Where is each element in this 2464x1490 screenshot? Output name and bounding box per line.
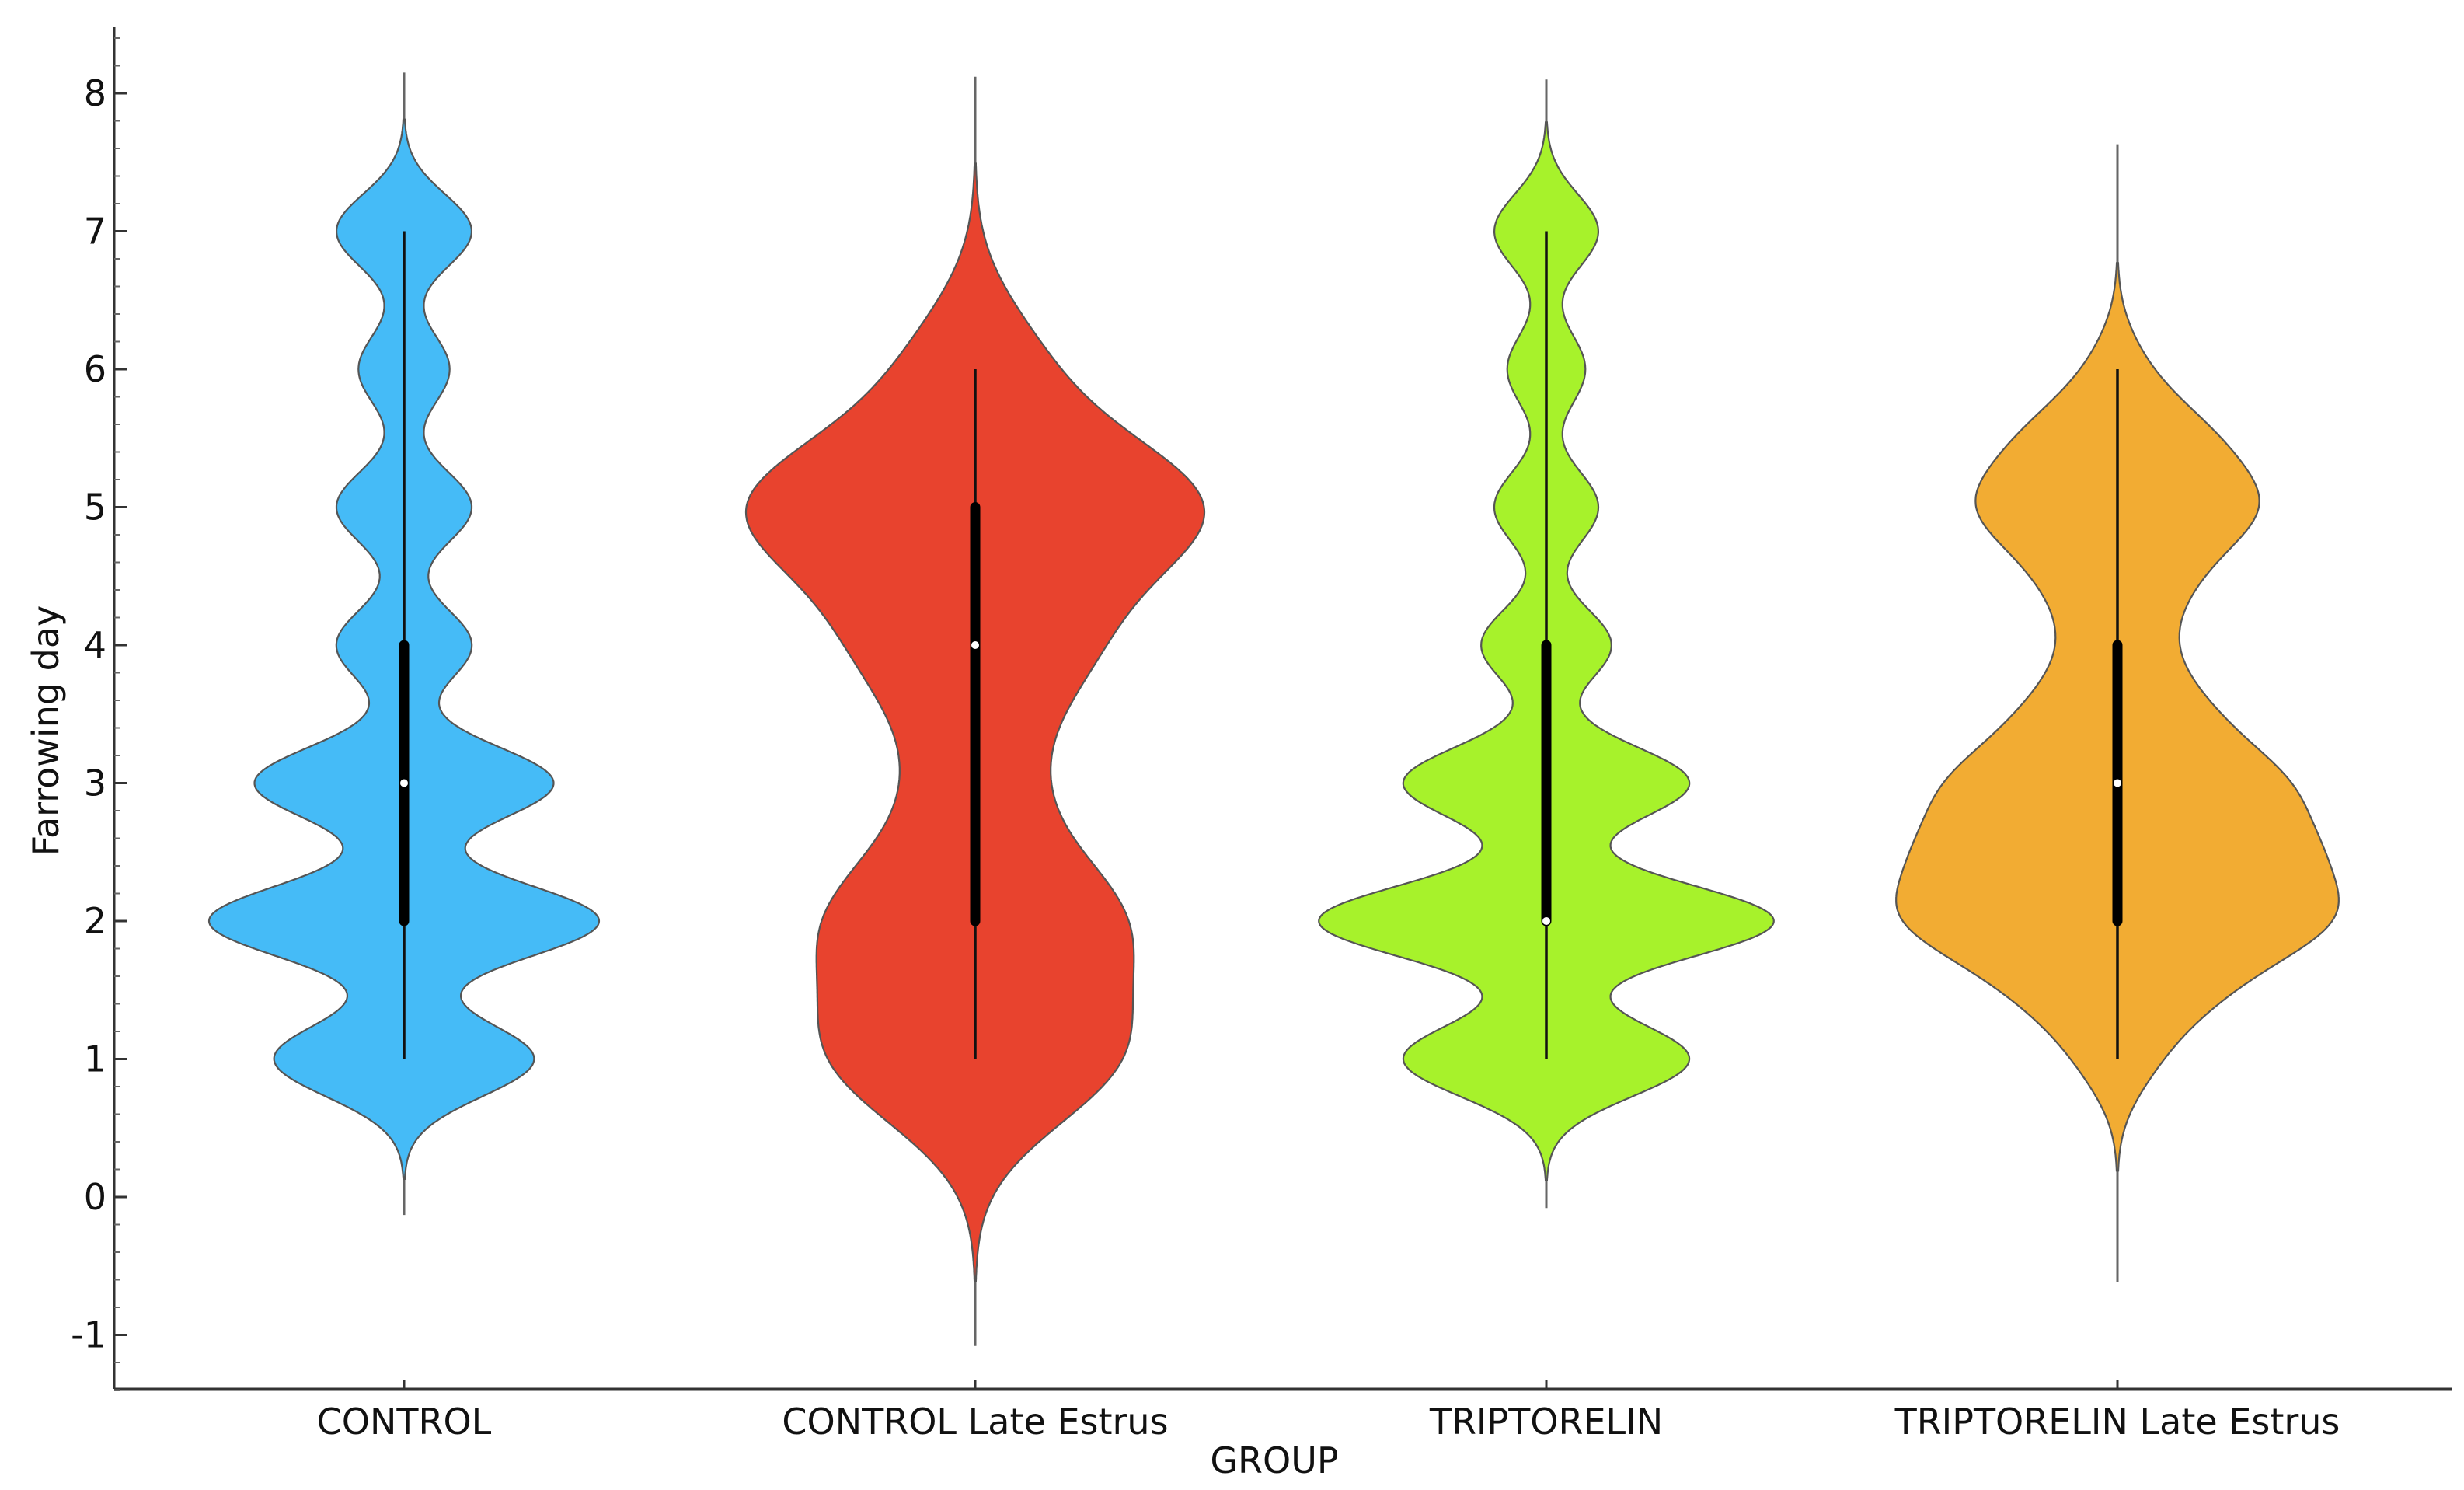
violin-group-3 xyxy=(1318,79,1775,1209)
y-tick-label: 8 xyxy=(84,72,106,114)
y-tick-label: 5 xyxy=(84,487,106,529)
y-tick-label: 4 xyxy=(84,624,106,666)
y-tick-label: 0 xyxy=(84,1176,106,1218)
y-axis-title: Farrowing day xyxy=(25,605,67,857)
violin-group-4 xyxy=(1895,144,2340,1283)
x-axis-title: GROUP xyxy=(1210,1439,1338,1481)
median-point xyxy=(400,779,408,787)
x-tick-label: TRIPTORELIN xyxy=(1429,1401,1663,1443)
median-point xyxy=(1542,917,1550,925)
violin-group-1 xyxy=(207,72,601,1216)
y-tick-label: 2 xyxy=(84,900,106,942)
x-tick-label: CONTROL Late Estrus xyxy=(782,1401,1168,1443)
y-tick-label: 1 xyxy=(84,1038,106,1080)
plot-area xyxy=(207,72,2340,1346)
median-point xyxy=(971,641,979,649)
x-tick-label: TRIPTORELIN Late Estrus xyxy=(1894,1401,2340,1443)
median-point xyxy=(2114,779,2121,787)
y-tick-label: 6 xyxy=(84,348,106,390)
y-tick-label: 3 xyxy=(84,762,106,804)
y-tick-label: -1 xyxy=(71,1314,106,1356)
axes: CONTROL CONTROL Late Estrus TRIPTORELIN TRI… xyxy=(71,27,2452,1443)
x-tick-label: CONTROL xyxy=(317,1401,492,1443)
y-tick-label: 7 xyxy=(84,211,106,253)
violin-group-2 xyxy=(744,76,1206,1346)
